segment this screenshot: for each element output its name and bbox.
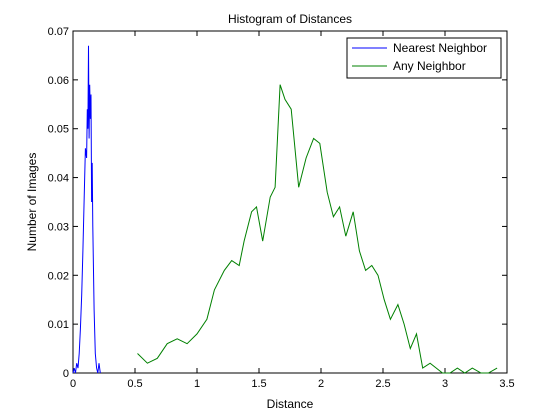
y-axis-label: Number of Images <box>25 153 39 252</box>
x-tick-label: 2.5 <box>375 378 390 390</box>
y-tick-label: 0.01 <box>48 319 69 331</box>
x-tick-label: 1 <box>194 378 200 390</box>
y-tick-label: 0.03 <box>48 221 69 233</box>
legend: Nearest Neighbor Any Neighbor <box>346 37 502 79</box>
series-line-any-neighbor <box>137 84 498 374</box>
series-line-nearest-neighbor <box>72 45 101 374</box>
x-tick-label: 3.5 <box>499 378 514 390</box>
legend-label-any-neighbor: Any Neighbor <box>393 59 466 73</box>
y-tick-label: 0.05 <box>48 124 69 136</box>
plot-area <box>72 30 508 374</box>
y-tick-label: 0.04 <box>48 173 69 185</box>
y-tick-label: 0.07 <box>48 26 69 38</box>
x-tick-label: 0.5 <box>127 378 142 390</box>
chart-title: Histogram of Distances <box>228 12 352 26</box>
y-tick-label: 0.02 <box>48 270 69 282</box>
x-tick-label: 2 <box>318 378 324 390</box>
legend-box <box>346 37 502 79</box>
x-axis-label: Distance <box>267 397 314 411</box>
y-tick-label: 0 <box>63 368 69 380</box>
series-lines <box>72 45 498 374</box>
x-tick-label: 3 <box>442 378 448 390</box>
axis-ticks: 0 0.5 1 1.5 2 2.5 3 3.5 0 0.01 0.02 0.03 0.04 0.05 0.0… <box>48 26 515 390</box>
x-tick-label: 0 <box>70 378 76 390</box>
y-tick-label: 0.06 <box>48 75 69 87</box>
legend-label-nearest-neighbor: Nearest Neighbor <box>393 41 487 55</box>
x-tick-label: 1.5 <box>251 378 266 390</box>
